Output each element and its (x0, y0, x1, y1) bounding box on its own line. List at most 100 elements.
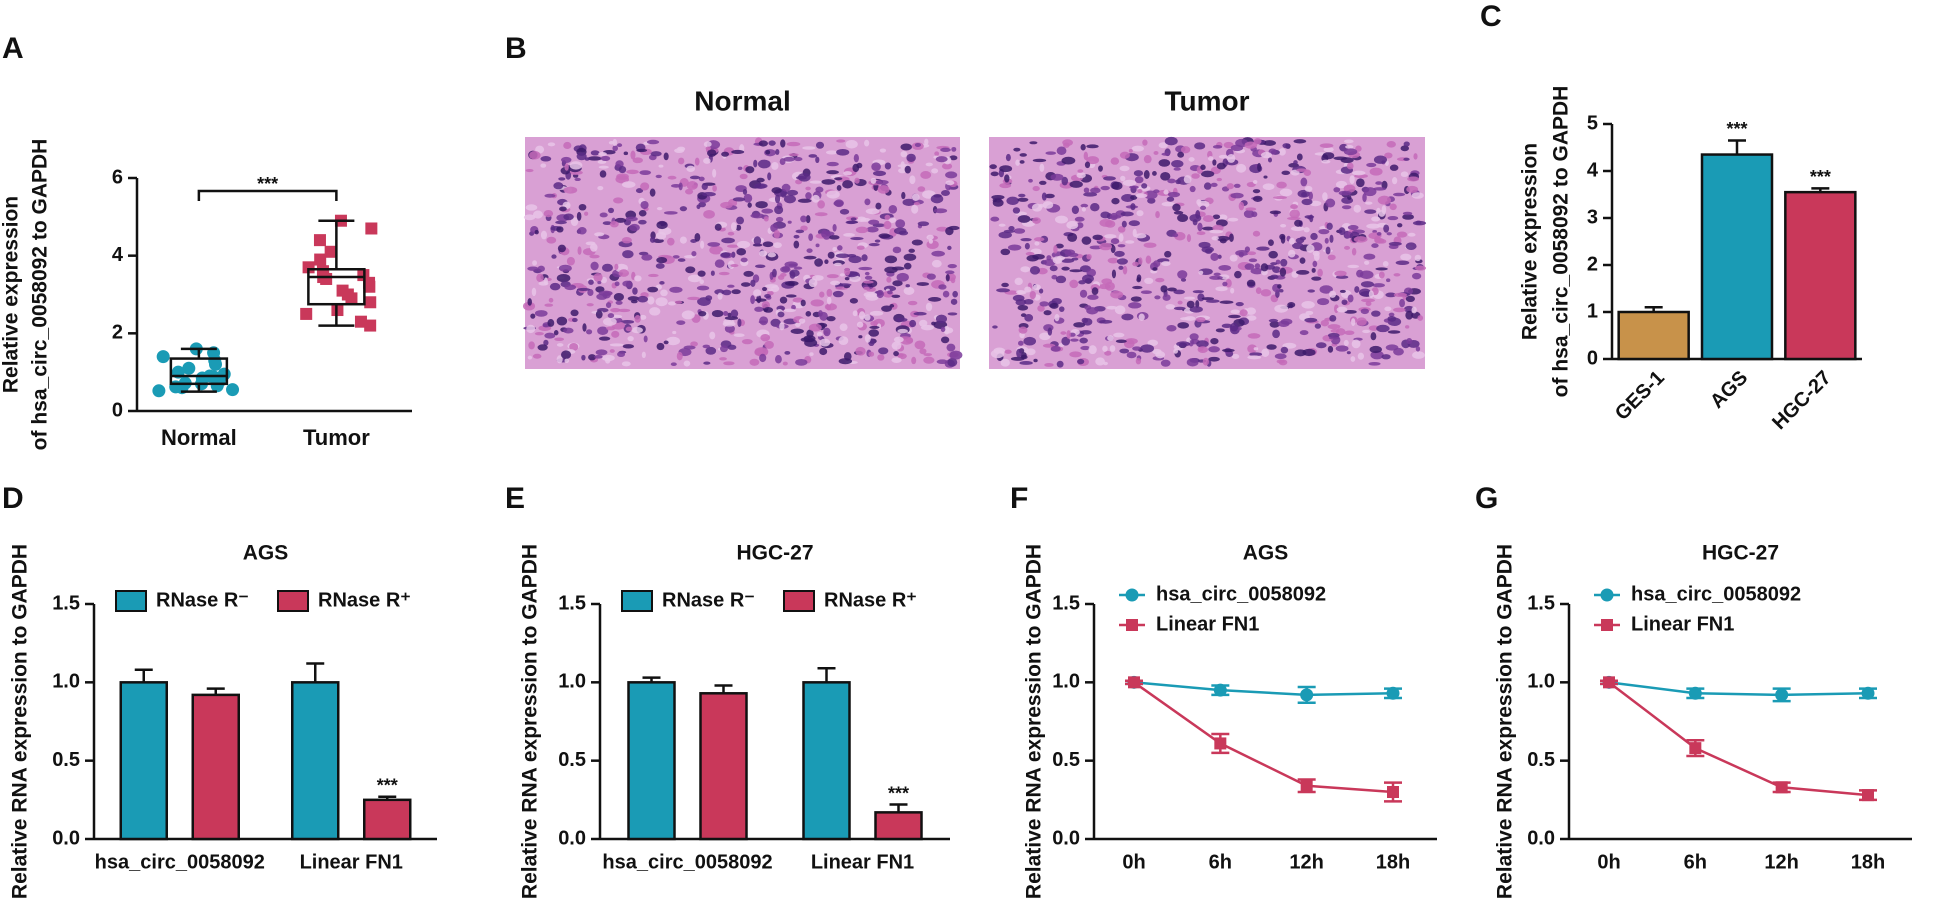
tissue-cell (789, 271, 796, 279)
tissue-cell (1212, 224, 1224, 232)
tissue-cell (1147, 339, 1159, 347)
tissue-cell (1269, 321, 1280, 328)
tissue-cell (839, 273, 845, 277)
legend-marker (1125, 588, 1139, 602)
tissue-cell (759, 353, 767, 363)
tissue-cell (856, 321, 864, 328)
tissue-cell (1376, 324, 1390, 333)
tissue-cell (1142, 139, 1148, 146)
tissue-cell (826, 161, 839, 167)
tissue-cell (998, 231, 1012, 239)
tissue-cell (638, 219, 647, 225)
tissue-cell (1347, 195, 1352, 200)
y-tick-label: 0.0 (1052, 827, 1080, 849)
tissue-cell (888, 217, 897, 223)
tissue-cell (1276, 181, 1287, 189)
tissue-cell (948, 225, 960, 231)
tissue-cell (772, 268, 777, 278)
marker (1387, 786, 1399, 798)
tissue-cell (931, 321, 936, 326)
tissue-cell (998, 223, 1006, 227)
tissue-cell (736, 216, 745, 225)
tissue-cell (1247, 251, 1257, 256)
tissue-cell (1386, 140, 1396, 148)
tissue-cell (893, 350, 899, 357)
tissue-cell (1246, 315, 1257, 321)
tissue-cell (951, 146, 957, 152)
tissue-cell (1405, 325, 1410, 329)
tissue-cell (623, 151, 629, 156)
point (365, 222, 378, 235)
marker (1861, 686, 1875, 700)
tissue-cell (1200, 170, 1215, 178)
tissue-cell (999, 165, 1013, 173)
tissue-cell (649, 307, 661, 316)
series-line (1133, 681, 1394, 697)
tissue-cell (709, 331, 716, 340)
tissue-cell (1047, 327, 1053, 336)
tissue-cell (803, 255, 817, 260)
tissue-cell (1321, 159, 1331, 164)
tissue-cell (523, 214, 536, 221)
tissue-cell (1119, 165, 1130, 172)
tissue-cell (1366, 223, 1381, 229)
tissue-cell (696, 285, 710, 291)
tissue-cell (663, 211, 678, 215)
tissue-cell (1041, 192, 1047, 201)
tissue-cell (774, 205, 784, 215)
legend-label: Linear FN1 (1631, 613, 1734, 635)
tissue-cell (610, 220, 619, 228)
tissue-cell (1247, 344, 1258, 354)
tissue-cell (672, 330, 677, 335)
tissue-cell (781, 266, 790, 272)
tissue-cell (1218, 214, 1228, 221)
tissue-cell (540, 230, 548, 240)
tissue-cell (1343, 184, 1356, 193)
point (364, 319, 377, 332)
tissue-cell (637, 295, 649, 303)
tissue-cell (842, 180, 854, 189)
x-tick-label: 12h (1764, 851, 1798, 873)
tissue-cell (1067, 232, 1078, 242)
tissue-cell (919, 319, 928, 327)
tissue-cell (868, 329, 880, 337)
tissue-cell (917, 221, 930, 227)
tissue-cell (1344, 330, 1355, 335)
tissue-cell (1023, 336, 1037, 346)
tissue-cell (1120, 175, 1126, 182)
tissue-cell (1299, 257, 1306, 264)
tissue-cell (1086, 156, 1100, 165)
tissue-cell (556, 273, 571, 283)
tissue-cell (942, 290, 950, 298)
tissue-cell (687, 274, 702, 283)
point (316, 265, 329, 278)
x-tick-label: Tumor (303, 425, 370, 450)
y-tick-label: 1.0 (52, 671, 80, 693)
y-tick-label: 0.0 (52, 827, 80, 849)
tissue-cell (834, 177, 843, 181)
tissue-cell (1383, 224, 1390, 233)
tissue-cell (1210, 252, 1219, 261)
tissue-cell (1244, 263, 1255, 270)
tissue-cell (759, 250, 768, 257)
tissue-cell (1045, 151, 1057, 155)
marker (1689, 742, 1702, 755)
tissue-cell (669, 286, 683, 293)
tissue-cell (783, 195, 796, 204)
tissue-cell (613, 292, 624, 302)
tissue-cell (862, 280, 874, 284)
tissue-cell (1013, 228, 1026, 234)
tissue-cell (1253, 138, 1262, 145)
tissue-cell (793, 266, 803, 270)
tissue-cell (1183, 175, 1192, 184)
y-axis-label: of hsa_circ_0058092 to GAPDH (29, 139, 52, 451)
point (324, 245, 337, 258)
tissue-cell (916, 282, 930, 286)
x-tick-label: Linear FN1 (300, 851, 403, 873)
tissue-cell (1325, 198, 1336, 208)
tissue-cell (1115, 339, 1127, 343)
tissue-cell (865, 208, 880, 215)
point (313, 234, 326, 247)
tissue-cell (808, 323, 822, 332)
tissue-cell (598, 165, 609, 169)
